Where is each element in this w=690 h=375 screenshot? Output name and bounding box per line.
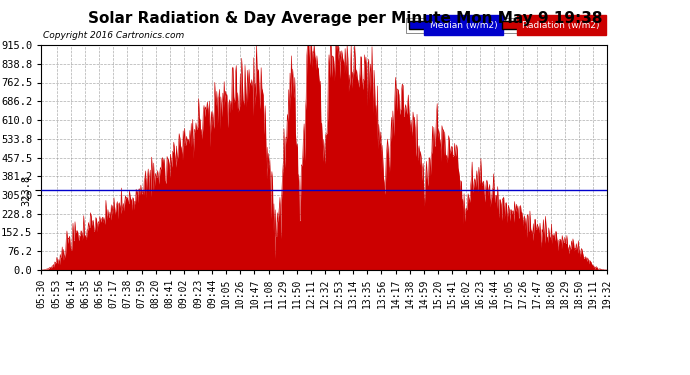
Text: Solar Radiation & Day Average per Minute Mon May 9 19:38: Solar Radiation & Day Average per Minute… [88, 11, 602, 26]
Legend: Median (w/m2), Radiation (w/m2): Median (w/m2), Radiation (w/m2) [406, 18, 602, 33]
Text: Copyright 2016 Cartronics.com: Copyright 2016 Cartronics.com [43, 32, 184, 40]
